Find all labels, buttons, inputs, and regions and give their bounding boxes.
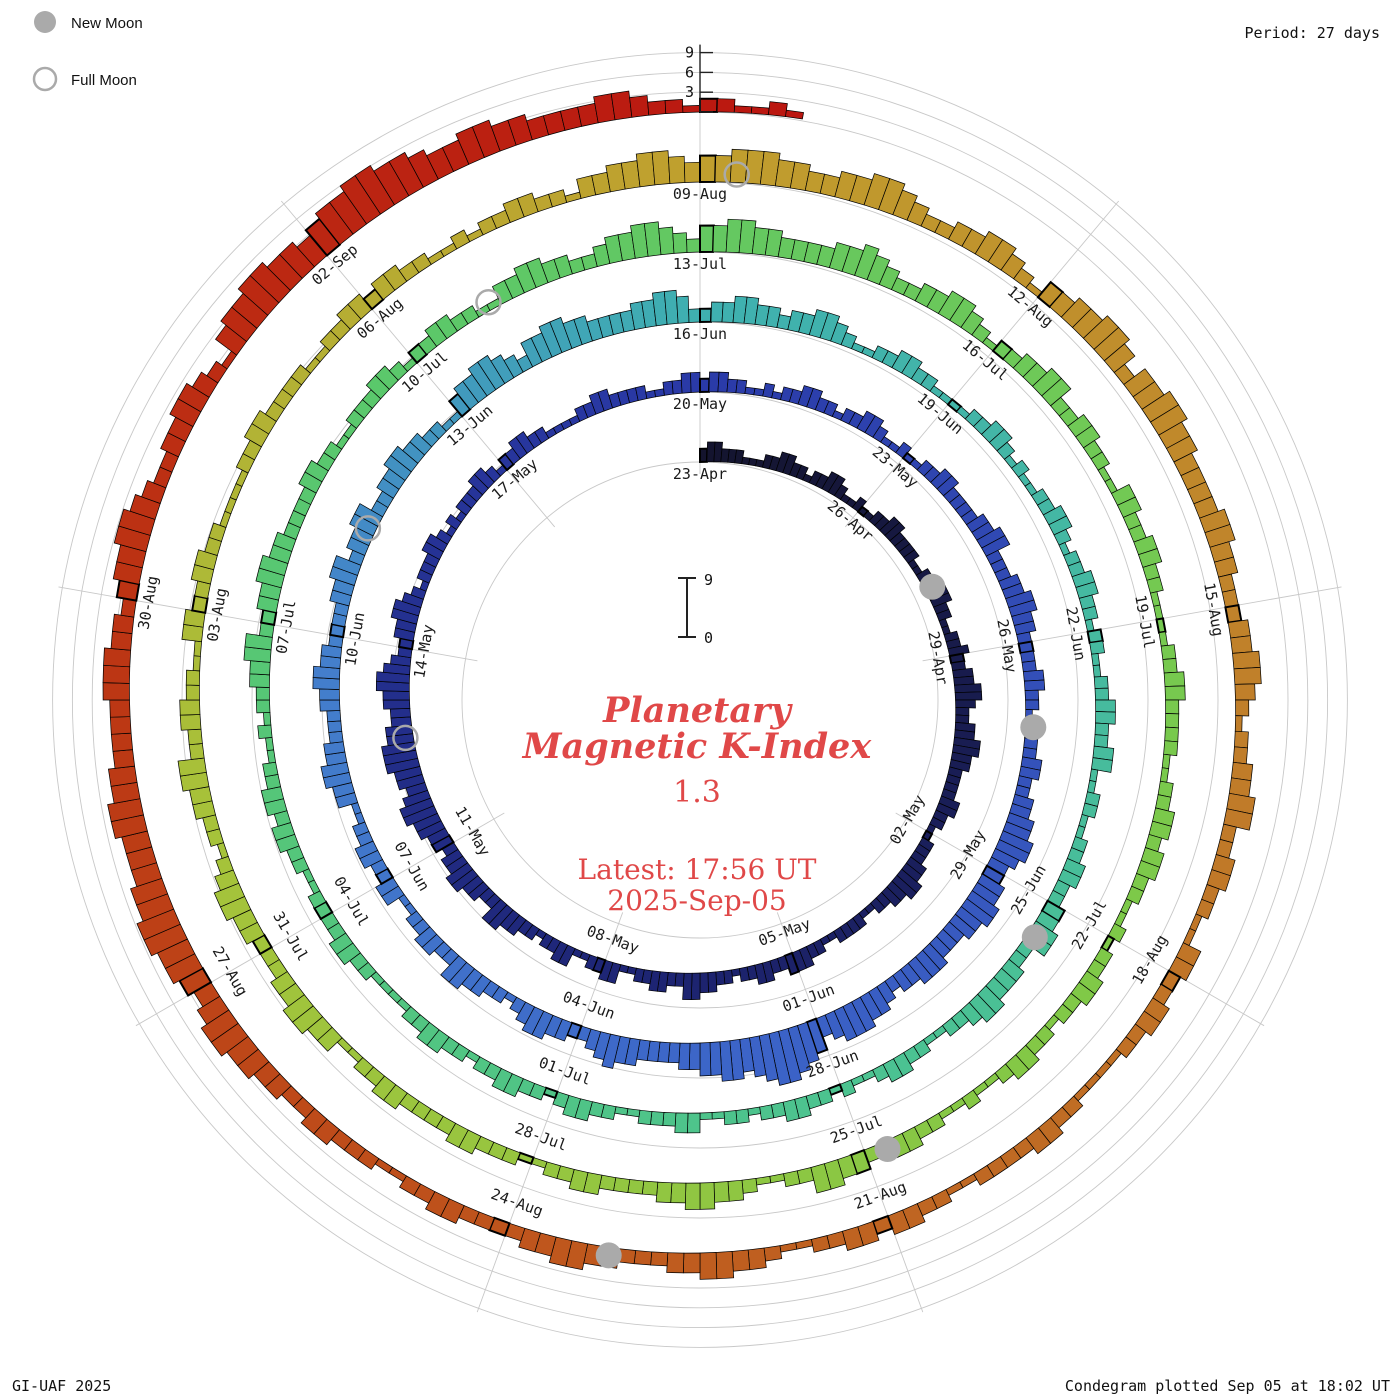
svg-text:16-Jun: 16-Jun	[673, 325, 727, 343]
svg-text:9: 9	[704, 571, 713, 589]
chart-title-line2: Magnetic K-Index	[522, 726, 873, 767]
plotted-label: Condegram plotted Sep 05 at 18:02 UT	[1065, 1377, 1390, 1395]
svg-text:20-May: 20-May	[673, 395, 727, 413]
moon-legend: New Moon Full Moon	[32, 11, 143, 92]
full-moon-label: Full Moon	[71, 72, 137, 89]
period-label: Period: 27 days	[1245, 24, 1380, 42]
credit-label: GI-UAF 2025	[12, 1377, 111, 1395]
current-kp-value: 1.3	[673, 775, 721, 810]
svg-text:0: 0	[704, 629, 713, 647]
chart-title-line1: Planetary	[602, 690, 793, 731]
svg-text:23-Apr: 23-Apr	[673, 465, 727, 483]
new-moon-label: New Moon	[71, 15, 143, 32]
latest-date-label: 2025-Sep-05	[607, 884, 786, 917]
svg-text:3: 3	[685, 83, 694, 101]
full-moon-icon	[32, 66, 58, 92]
kp-bar-spiral	[102, 90, 1262, 1280]
new-moon-icon	[34, 11, 56, 33]
center-annotation: Planetary Magnetic K-Index 1.3 Latest: 1…	[522, 690, 873, 917]
moon-phase-markers	[354, 161, 1048, 1269]
svg-text:13-Jul: 13-Jul	[673, 255, 727, 273]
latest-time-label: Latest: 17:56 UT	[578, 853, 817, 886]
svg-text:9: 9	[685, 44, 694, 62]
svg-text:6: 6	[685, 63, 694, 81]
svg-text:09-Aug: 09-Aug	[673, 185, 727, 203]
